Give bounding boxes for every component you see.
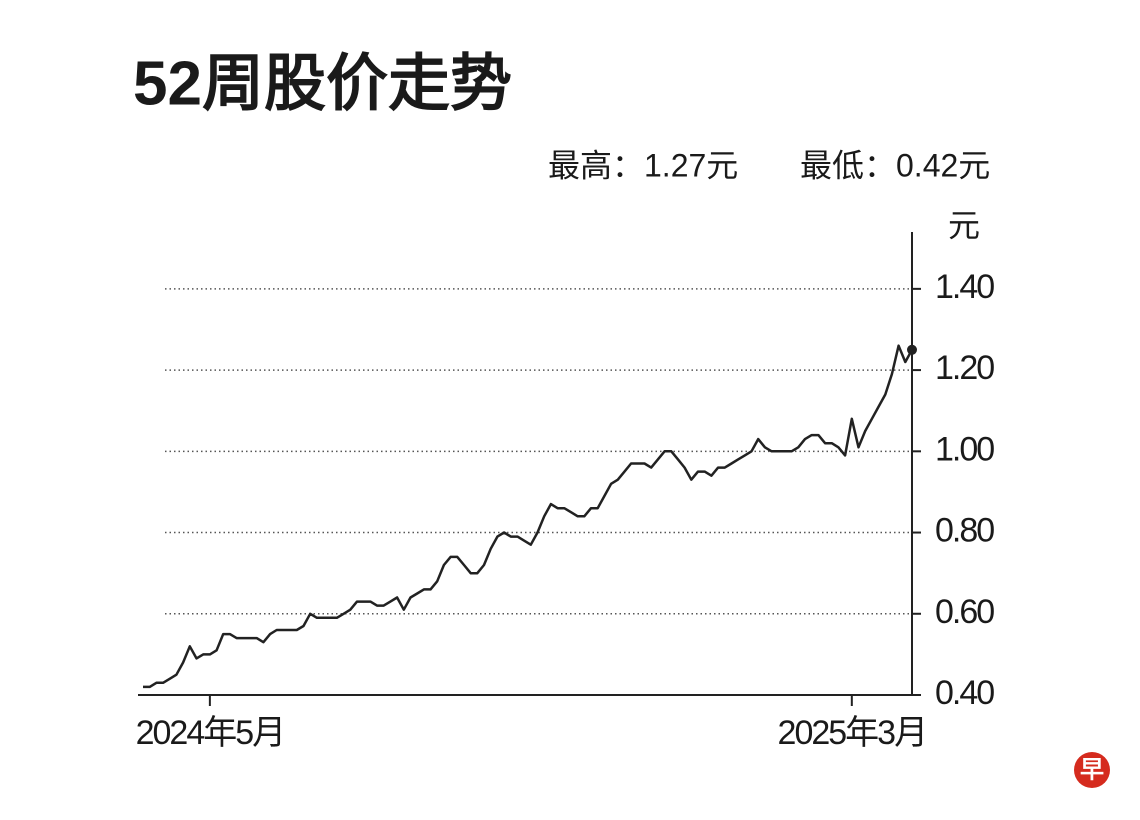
- y-tick-label: 1.00: [935, 430, 994, 468]
- chart-title: 52周股价走势: [133, 49, 512, 118]
- y-tick-label: 1.40: [935, 268, 994, 306]
- logo-badge: [1074, 752, 1110, 788]
- y-tick-label: 1.20: [935, 349, 994, 387]
- y-tick-label: 0.40: [935, 674, 994, 712]
- y-axis-label: 元: [948, 207, 980, 243]
- end-point: [907, 344, 917, 355]
- logo: 早: [1080, 756, 1104, 783]
- x-tick-label: 2025年3月: [778, 714, 927, 752]
- annotation: 最低：0.42元: [800, 147, 990, 183]
- y-tick-label: 0.60: [935, 593, 994, 631]
- annotation: 最高：1.27元: [548, 147, 738, 183]
- price-line: [143, 344, 914, 689]
- y-tick-label: 0.80: [935, 512, 994, 550]
- x-tick-label: 2024年5月: [136, 714, 285, 752]
